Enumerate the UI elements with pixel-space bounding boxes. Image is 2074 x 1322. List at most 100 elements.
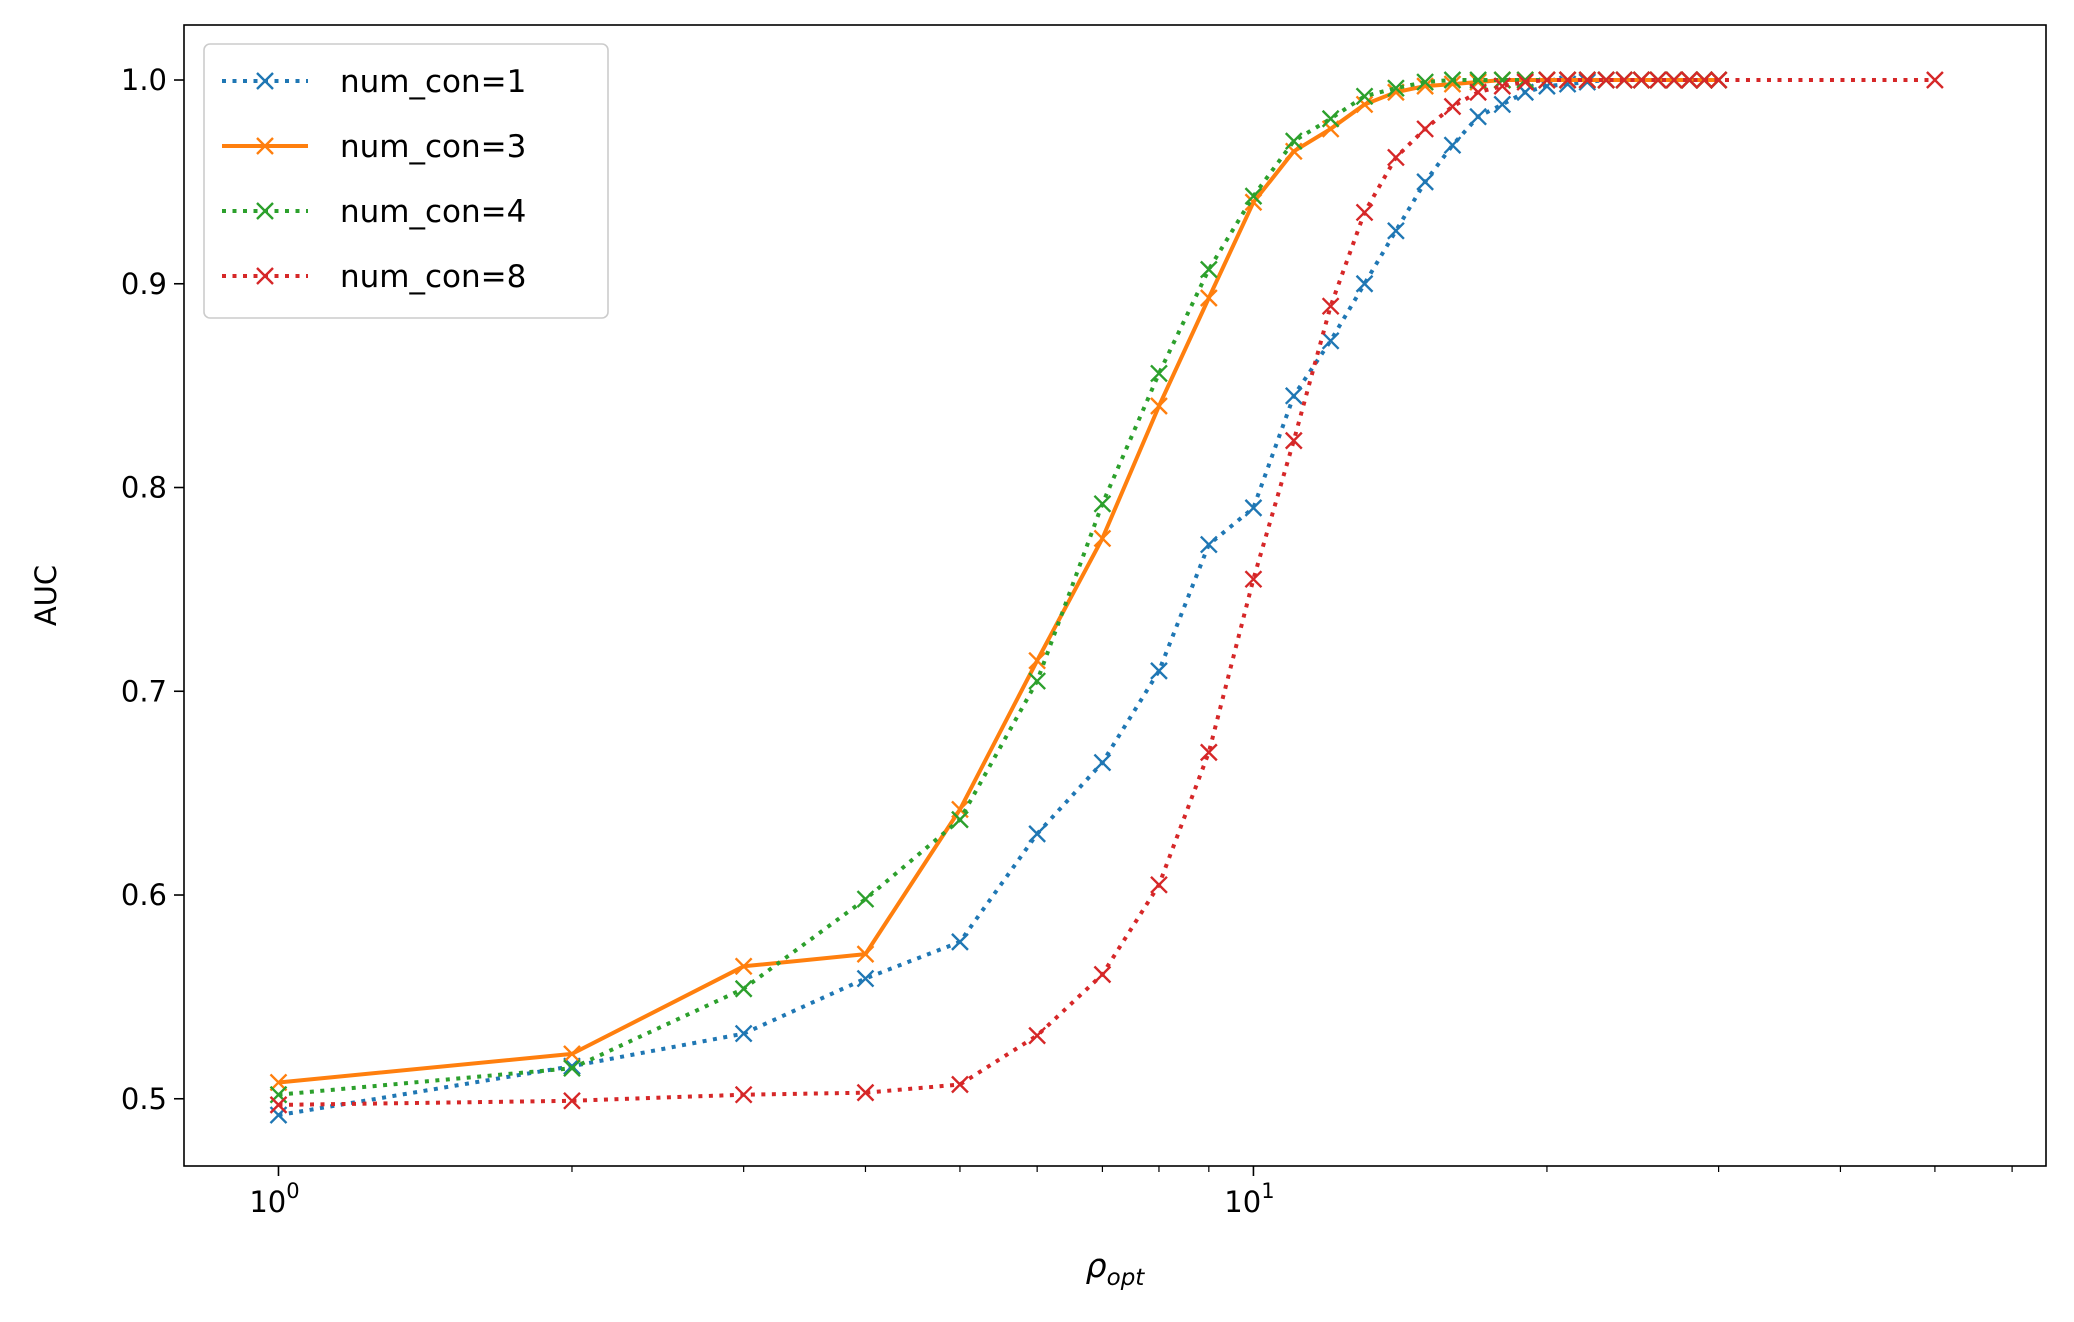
data-point [563,1091,581,1110]
data-point [1493,95,1512,114]
data-point [1199,260,1218,279]
data-point [1321,109,1340,128]
data-point [1321,331,1340,350]
data-point [856,969,875,988]
legend-label: num_con=8 [340,259,526,295]
legend-label: num_con=3 [340,129,526,165]
data-point [1695,71,1714,89]
data-point [1244,570,1263,589]
data-point [734,1024,753,1043]
data-point [1709,71,1728,89]
x-axis-label-base: ρ [1086,1246,1107,1285]
data-point [1469,83,1487,102]
data-point [1355,203,1374,222]
data-point [1558,71,1577,89]
series-line [278,78,1719,1118]
y-tick-label: 0.7 [121,674,167,708]
legend-box [203,43,609,319]
data-point [1150,662,1168,680]
y-tick-label: 0.8 [121,471,167,505]
data-point [563,1059,581,1078]
data-point [1355,95,1374,114]
y-axis-label: AUC [29,565,63,626]
series-layer [269,71,1944,1124]
data-point [1284,431,1303,450]
data-point [1244,499,1263,517]
legend-label: num_con=1 [340,64,526,100]
data-point [1926,71,1944,89]
legend: num_con=1 num_con=3 num_con=4 num_con=8 [203,43,609,319]
data-point [1469,107,1487,126]
data-point [856,945,875,963]
data-point [1578,71,1597,89]
data-point [734,1085,753,1104]
data-point [1387,79,1405,98]
data-point [1199,289,1218,307]
data-point [1443,75,1462,93]
data-point [1093,494,1112,513]
data-point [1093,753,1112,772]
plot-frame [183,24,2047,1167]
data-point [1632,71,1651,89]
legend-marker [256,72,274,90]
data-point [1416,73,1434,91]
data-point [734,979,753,998]
y-tick-label: 0.9 [121,267,167,301]
data-point [1028,825,1046,843]
legend-marker [256,137,274,155]
data-point [1597,71,1615,89]
data-point [269,1096,288,1114]
data-point [856,890,875,908]
data-point [1443,71,1462,89]
legend-item: num_con=3 [222,129,526,165]
data-point [1028,672,1046,690]
data-point [1321,297,1340,316]
data-point [1150,875,1168,894]
data-point [1387,148,1405,167]
data-point [1578,73,1597,91]
data-point [1093,965,1112,984]
data-point [1284,132,1303,150]
data-point [1244,187,1263,205]
data-point [1665,71,1683,89]
data-point [1150,397,1168,415]
data-point [1516,73,1535,91]
data-point [1284,386,1303,405]
data-point [951,933,969,951]
y-tick-label: 0.5 [121,1082,167,1116]
data-point [856,1083,875,1102]
data-point [951,810,969,829]
data-point [1355,274,1374,293]
y-tick-label: 1.0 [121,63,167,97]
data-point [563,1045,581,1063]
data-point [1150,364,1168,383]
data-point [951,1075,969,1094]
data-point [1416,120,1434,138]
data-point [1416,173,1434,191]
data-point [734,957,753,976]
data-point [1680,71,1699,89]
data-point [1199,535,1218,554]
legend-marker [256,267,274,285]
legend-label: num_con=4 [340,194,526,230]
data-point [1028,1026,1046,1045]
data-point [1244,193,1263,212]
data-point [1443,136,1462,155]
data-point [1649,71,1667,89]
data-point [1443,97,1462,116]
data-point [1093,529,1112,548]
data-point [1355,87,1374,106]
legend-item: num_con=1 [222,64,526,100]
data-point [1028,651,1046,670]
x-axis-label-subscript: opt [1107,1265,1146,1291]
data-point [1493,77,1512,95]
legend-item: num_con=4 [222,194,526,230]
x-tick-label: 100 [249,1179,299,1219]
series-4 [269,71,1944,1114]
x-tick-label: 101 [1224,1179,1274,1219]
y-tick-label: 0.6 [121,878,167,912]
data-point [1416,77,1434,95]
data-point [1199,743,1218,762]
data-point [1516,71,1535,89]
